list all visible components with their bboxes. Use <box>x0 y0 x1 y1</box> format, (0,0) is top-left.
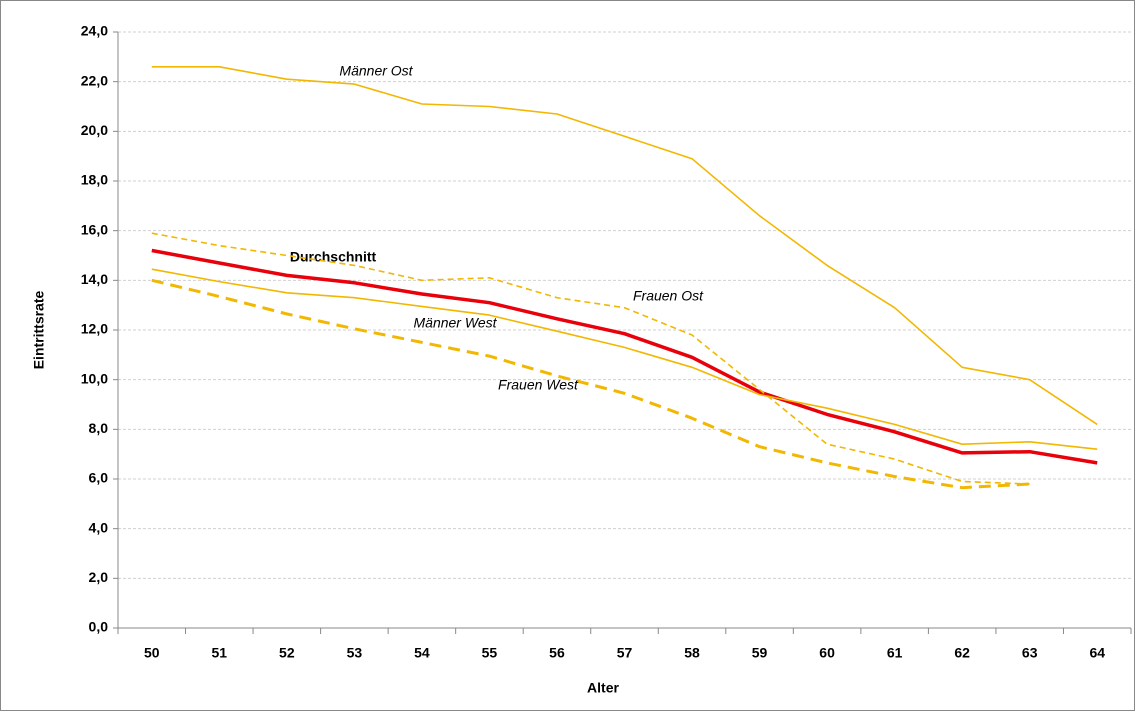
x-tick-label: 52 <box>279 645 295 661</box>
x-tick-label: 54 <box>414 645 430 661</box>
x-tick-label: 56 <box>549 645 565 661</box>
series-label: Frauen Ost <box>633 288 704 304</box>
series-line <box>151 66 1098 426</box>
x-tick-label: 53 <box>347 645 363 661</box>
x-tick-label: 55 <box>482 645 498 661</box>
x-tick-label: 61 <box>887 645 903 661</box>
x-tick-label: 58 <box>684 645 700 661</box>
x-tick-label: 57 <box>617 645 633 661</box>
x-tick-label: 62 <box>954 645 970 661</box>
series-label: Männer West <box>414 315 498 331</box>
y-tick-label: 22,0 <box>81 72 108 88</box>
x-tick-label: 63 <box>1022 645 1038 661</box>
y-tick-label: 4,0 <box>89 519 109 535</box>
x-tick-label: 51 <box>212 645 228 661</box>
x-tick-label: 50 <box>144 645 160 661</box>
y-tick-label: 2,0 <box>89 569 109 585</box>
y-tick-label: 14,0 <box>81 271 108 287</box>
series-line <box>151 232 1030 485</box>
y-tick-label: 18,0 <box>81 172 108 188</box>
y-tick-label: 0,0 <box>89 619 109 635</box>
series-label: Männer Ost <box>339 63 413 79</box>
series-line <box>151 248 1098 465</box>
x-axis-title: Alter <box>587 680 619 696</box>
x-tick-label: 64 <box>1089 645 1105 661</box>
y-tick-label: 20,0 <box>81 122 108 138</box>
series-label: Durchschnitt <box>290 249 377 265</box>
series-line <box>151 268 1098 450</box>
y-tick-label: 12,0 <box>81 321 108 337</box>
y-tick-label: 6,0 <box>89 470 109 486</box>
y-tick-label: 8,0 <box>89 420 109 436</box>
series-label: Frauen West <box>498 377 579 393</box>
y-tick-label: 24,0 <box>81 23 108 39</box>
y-tick-label: 16,0 <box>81 221 108 237</box>
x-tick-label: 60 <box>819 645 835 661</box>
y-axis-title: Eintrittsrate <box>31 291 47 370</box>
x-tick-label: 59 <box>752 645 768 661</box>
y-tick-label: 10,0 <box>81 370 108 386</box>
